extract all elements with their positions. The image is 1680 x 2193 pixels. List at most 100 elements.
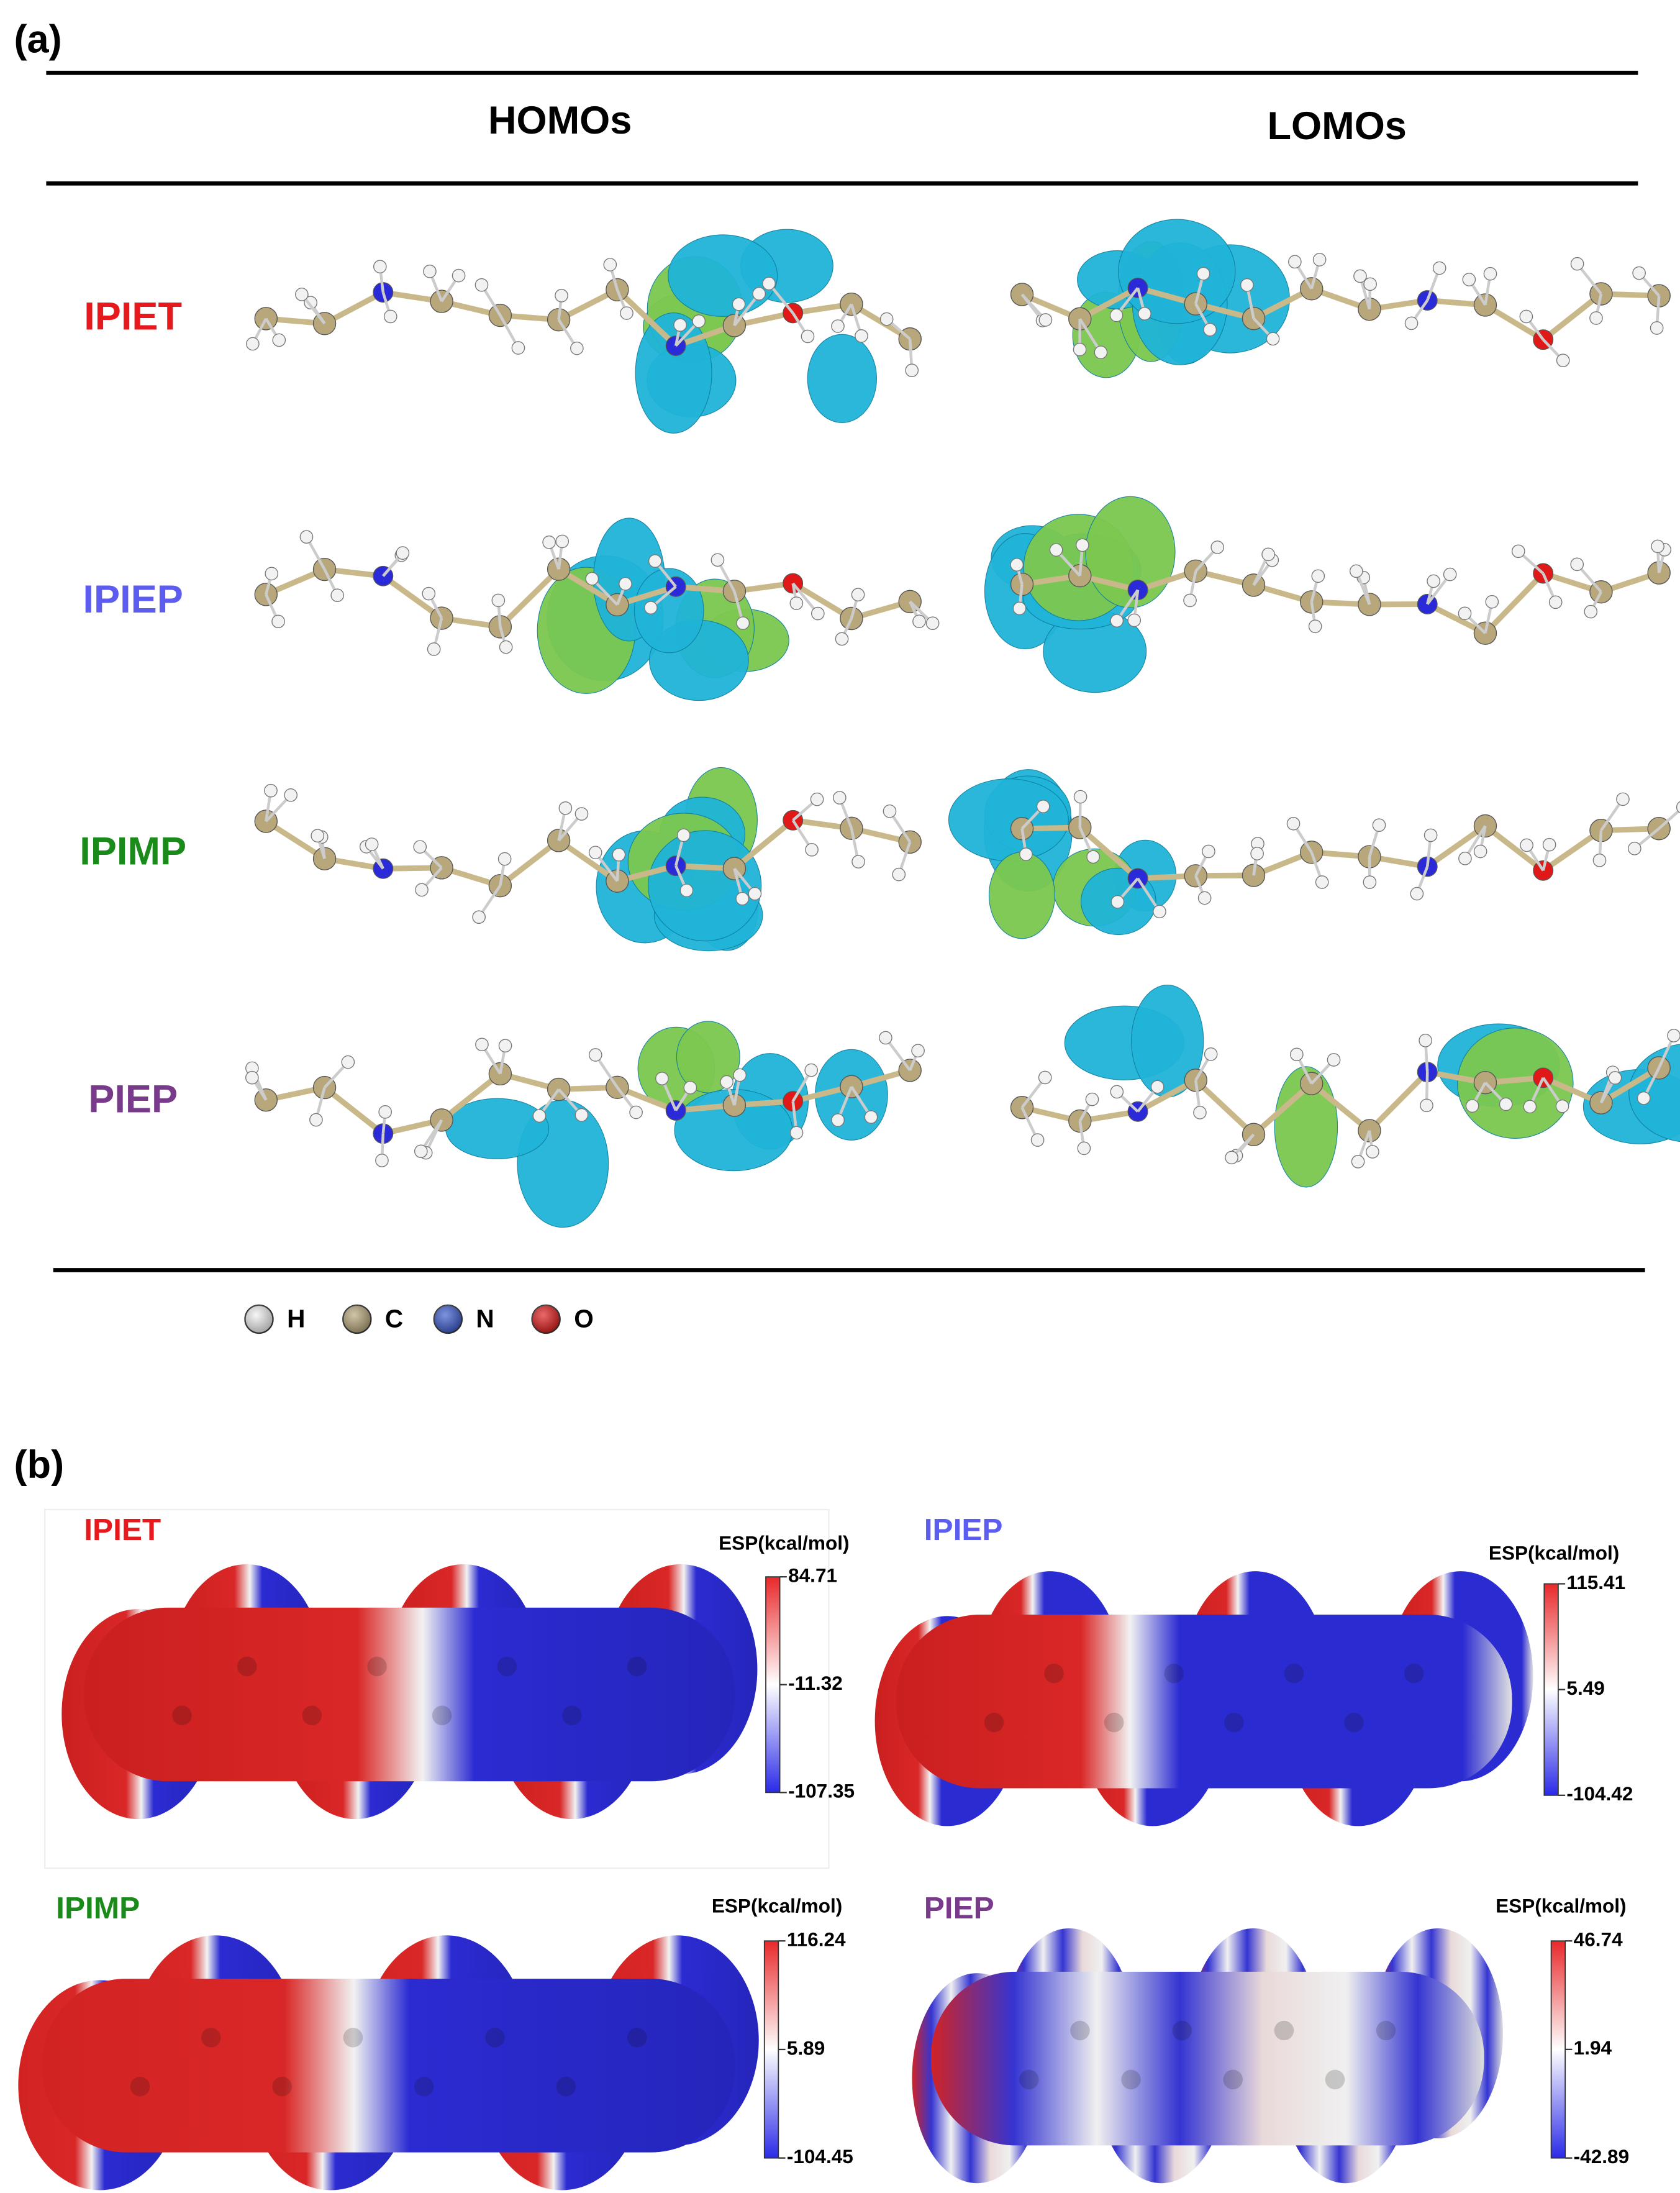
- orbital-lobe: [948, 778, 1069, 862]
- atom: [1372, 818, 1386, 832]
- atom: [1049, 543, 1063, 557]
- atom: [472, 910, 486, 924]
- orbital-lobe: [648, 830, 762, 942]
- atom: [1224, 1712, 1244, 1733]
- atom: [1404, 316, 1419, 331]
- atom: [925, 616, 940, 631]
- panel-label: (b): [14, 1443, 65, 1487]
- atom: [1327, 1053, 1341, 1067]
- atom: [367, 1656, 387, 1677]
- atom: [1423, 828, 1438, 842]
- atom: [864, 1110, 878, 1124]
- atom: [1420, 1098, 1433, 1113]
- atom: [1019, 2069, 1039, 2090]
- molecule: [254, 767, 922, 952]
- atom: [474, 278, 489, 292]
- bond: [1367, 1070, 1430, 1133]
- atom: [1109, 308, 1124, 322]
- molecule: [246, 229, 922, 434]
- atom: [1465, 1099, 1479, 1113]
- atom: [831, 1113, 845, 1127]
- atom: [309, 1113, 323, 1127]
- atom: [556, 2076, 576, 2097]
- atom: [1073, 790, 1087, 804]
- colorbar: [1550, 1940, 1566, 2159]
- atom: [1351, 1154, 1365, 1169]
- bond: [440, 1071, 502, 1123]
- atom: [648, 554, 662, 568]
- atom: [396, 546, 410, 560]
- atom: [245, 1070, 259, 1085]
- atom: [789, 596, 804, 610]
- atom: [1523, 1100, 1537, 1114]
- atom: [720, 1075, 733, 1089]
- colorbar-tick-label: 84.71: [788, 1564, 837, 1587]
- colorbar: [763, 1940, 779, 2159]
- atom: [1308, 619, 1322, 634]
- bond: [557, 838, 619, 883]
- atom: [1548, 595, 1563, 609]
- atom: [692, 314, 706, 328]
- atom: [1404, 1663, 1424, 1684]
- atom: [1044, 1663, 1064, 1684]
- legend-swatch: [532, 1305, 560, 1333]
- atom: [432, 1705, 452, 1726]
- atom: [711, 553, 725, 567]
- atom: [1183, 593, 1197, 608]
- atom: [414, 1144, 428, 1158]
- molecule: [254, 517, 940, 701]
- atom: [585, 572, 599, 586]
- atom: [1038, 313, 1053, 327]
- atom: [833, 791, 847, 805]
- atom: [665, 855, 686, 877]
- atom: [1315, 875, 1329, 889]
- atom: [1094, 345, 1108, 359]
- atom: [341, 1055, 355, 1069]
- esp-body: [42, 1979, 735, 2153]
- molecule: [1010, 985, 1680, 1188]
- atom: [984, 1712, 1004, 1733]
- legend-label: O: [574, 1304, 594, 1333]
- atom: [485, 2028, 505, 2048]
- orbital-lobe: [1118, 219, 1236, 324]
- esp-body: [84, 1607, 735, 1782]
- legend-label: H: [287, 1304, 305, 1333]
- esp-surface: [874, 1571, 1533, 1826]
- atom: [555, 288, 568, 303]
- column-header: LOMOs: [1268, 104, 1407, 148]
- atom: [1121, 2069, 1141, 2090]
- atom: [1110, 1085, 1124, 1099]
- atom: [588, 846, 602, 860]
- atom: [1349, 564, 1363, 578]
- esp-body: [896, 1615, 1512, 1789]
- atom: [851, 588, 865, 602]
- legend-swatch: [434, 1305, 462, 1333]
- atom: [1458, 852, 1472, 865]
- orbital-lobe: [676, 1021, 740, 1093]
- atom: [603, 258, 617, 271]
- atom: [1104, 1712, 1124, 1733]
- esp-surface: [912, 1928, 1503, 2184]
- atom: [748, 887, 762, 901]
- atom: [295, 288, 309, 301]
- atom: [879, 312, 894, 326]
- atom: [1651, 539, 1664, 554]
- atom: [497, 1656, 517, 1677]
- atom: [1432, 261, 1446, 275]
- atom: [172, 1705, 192, 1726]
- atom: [475, 1037, 489, 1052]
- atom: [762, 276, 776, 291]
- atom: [1363, 875, 1377, 889]
- atom: [1127, 613, 1142, 627]
- atom: [1250, 847, 1264, 860]
- atom: [679, 883, 694, 898]
- atom: [427, 642, 441, 656]
- atom: [1153, 905, 1166, 919]
- atom: [644, 601, 658, 614]
- atom: [1077, 1141, 1091, 1156]
- atom: [1030, 1133, 1045, 1147]
- colorbar-tick-label: -104.45: [787, 2145, 853, 2168]
- atom: [1556, 353, 1570, 367]
- atom: [542, 536, 556, 549]
- atom: [1363, 277, 1377, 291]
